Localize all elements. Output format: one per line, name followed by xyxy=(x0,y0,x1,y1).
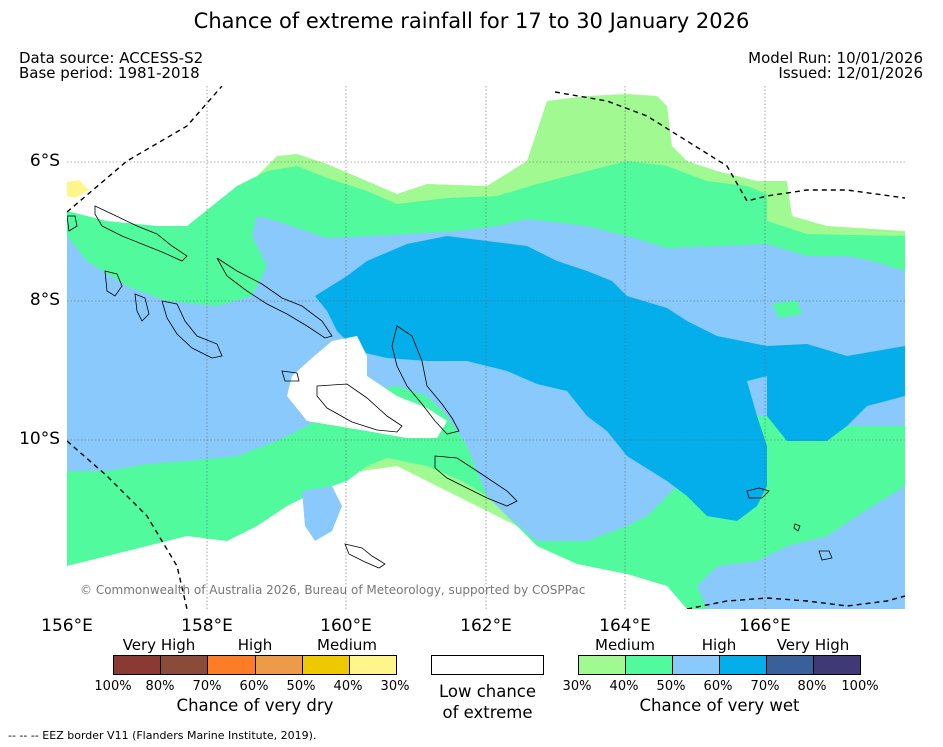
dry-swatch-6 xyxy=(349,656,397,674)
rainfall-map xyxy=(67,86,905,609)
model-run-text: Model Run: 10/01/2026 xyxy=(748,49,923,67)
lon-label-166e: 166°E xyxy=(739,616,791,636)
dry-swatch-2 xyxy=(161,656,209,674)
wet-40-east-pocket xyxy=(772,300,802,318)
lat-label-8s: 8°S xyxy=(29,290,60,310)
dry-swatch-1 xyxy=(114,656,162,674)
wet-swatch-1 xyxy=(579,656,626,674)
wet-tick: 100% xyxy=(841,679,879,694)
base-period-text: Base period: 1981-2018 xyxy=(19,64,200,82)
dry-swatch-4 xyxy=(255,656,303,674)
low-chance-pocket xyxy=(287,336,447,438)
dry-tick: 40% xyxy=(333,679,363,694)
lon-label-162e: 162°E xyxy=(460,616,512,636)
dry-tick: 70% xyxy=(192,679,222,694)
wet-tick: 80% xyxy=(797,679,827,694)
low-chance-caption-line1: Low chance xyxy=(438,682,537,701)
wet-swatch-5 xyxy=(767,656,814,674)
wet-60-region xyxy=(315,236,905,521)
dry-tick: 60% xyxy=(239,679,269,694)
wet-swatch-6 xyxy=(814,656,860,674)
wet-tick: 30% xyxy=(562,679,592,694)
copyright-text: © Commonwealth of Australia 2026, Bureau… xyxy=(80,583,586,597)
dry-header-very-high: Very High xyxy=(122,636,196,654)
dry-30-region xyxy=(67,180,89,198)
wet-swatch-4 xyxy=(720,656,767,674)
wet-header-very-high: Very High xyxy=(776,636,850,654)
dry-tick: 100% xyxy=(94,679,132,694)
wet-header-high: High xyxy=(701,636,737,654)
wet-header-medium: Medium xyxy=(595,636,655,654)
eez-borders xyxy=(67,86,905,609)
dry-tick: 50% xyxy=(286,679,316,694)
dry-header-medium: Medium xyxy=(317,636,377,654)
wet-swatch-2 xyxy=(626,656,673,674)
wet-tick: 40% xyxy=(609,679,639,694)
low-chance-caption-line2: of extreme xyxy=(442,703,533,722)
wet-colorbar xyxy=(578,655,861,675)
issued-text: Issued: 12/01/2026 xyxy=(778,64,923,82)
data-source-text: Data source: ACCESS-S2 xyxy=(19,49,204,67)
wet-tick: 70% xyxy=(750,679,780,694)
lat-label-10s: 10°S xyxy=(19,429,60,449)
lon-label-160e: 160°E xyxy=(320,616,372,636)
lon-label-158e: 158°E xyxy=(181,616,233,636)
low-chance-swatch xyxy=(431,655,544,675)
dry-header-high: High xyxy=(237,636,273,654)
wet-swatch-3 xyxy=(673,656,720,674)
wet-tick: 50% xyxy=(656,679,686,694)
map-title: Chance of extreme rainfall for 17 to 30 … xyxy=(193,9,750,33)
dry-swatch-5 xyxy=(302,656,350,674)
dry-tick: 80% xyxy=(145,679,175,694)
map-canvas xyxy=(67,86,905,609)
lon-label-156e: 156°E xyxy=(41,616,93,636)
dry-tick: 30% xyxy=(380,679,410,694)
lon-label-164e: 164°E xyxy=(599,616,651,636)
dry-colorbar xyxy=(113,655,397,675)
island-outlines xyxy=(67,205,833,569)
wet-caption: Chance of very wet xyxy=(639,696,800,715)
wet-tick: 60% xyxy=(703,679,733,694)
wet-50-west-pocket xyxy=(302,486,342,541)
eez-footnote: -- -- -- EEZ border V11 (Flanders Marine… xyxy=(8,729,317,742)
dry-swatch-3 xyxy=(208,656,256,674)
lat-label-6s: 6°S xyxy=(29,151,60,171)
dry-caption: Chance of very dry xyxy=(176,696,334,715)
